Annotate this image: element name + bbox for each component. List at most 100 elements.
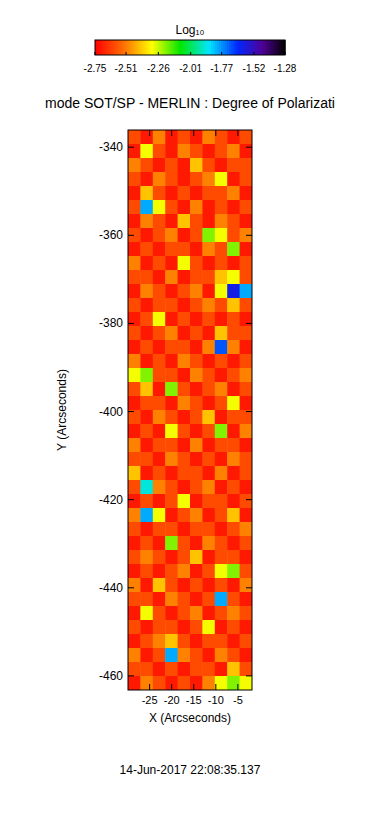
cell	[202, 508, 215, 523]
cell	[215, 410, 228, 425]
cell	[202, 158, 215, 173]
cell	[215, 438, 228, 453]
cell	[165, 606, 178, 621]
cell	[178, 494, 191, 509]
cell	[227, 144, 240, 159]
colorbar	[95, 40, 286, 55]
cell	[140, 144, 153, 159]
cell	[190, 424, 203, 439]
cell	[227, 662, 240, 677]
cell	[178, 242, 191, 257]
cell	[128, 438, 141, 453]
cell	[190, 284, 203, 299]
cell	[215, 508, 228, 523]
cell	[202, 452, 215, 467]
cell	[128, 228, 141, 243]
cell	[202, 536, 215, 551]
cell	[140, 186, 153, 201]
cell	[215, 494, 228, 509]
cell	[165, 452, 178, 467]
cell	[240, 662, 252, 677]
cell	[227, 438, 240, 453]
cell	[128, 256, 141, 271]
cell	[202, 466, 215, 481]
cell	[215, 256, 228, 271]
cell	[240, 536, 252, 551]
cell	[128, 508, 141, 523]
cell	[202, 424, 215, 439]
chart: Log₁₀-2.75-2.51-2.26-2.01-1.77-1.52-1.28…	[0, 0, 380, 816]
cell	[215, 578, 228, 593]
cell	[190, 158, 203, 173]
cell	[227, 452, 240, 467]
cell	[153, 270, 166, 285]
cell	[215, 200, 228, 215]
cell	[140, 648, 153, 663]
cell	[140, 620, 153, 635]
cell	[128, 634, 141, 649]
cell	[227, 340, 240, 355]
cell	[202, 144, 215, 159]
cell	[202, 130, 215, 145]
cell	[227, 676, 240, 690]
cell	[128, 270, 141, 285]
cell	[153, 424, 166, 439]
cell	[153, 382, 166, 397]
cell	[165, 620, 178, 635]
cell	[178, 522, 191, 537]
cell	[202, 354, 215, 369]
cell	[128, 368, 141, 383]
cell	[140, 452, 153, 467]
cell	[140, 564, 153, 579]
cell	[190, 606, 203, 621]
cell	[190, 662, 203, 677]
cell	[227, 130, 240, 145]
cell	[240, 508, 252, 523]
y-tick-label: -360	[99, 228, 123, 242]
cell	[215, 480, 228, 495]
cell	[190, 326, 203, 341]
cell	[128, 354, 141, 369]
cell	[140, 326, 153, 341]
cell	[227, 424, 240, 439]
cell	[215, 144, 228, 159]
x-tick	[149, 130, 150, 136]
cell	[178, 550, 191, 565]
cell	[227, 494, 240, 509]
cell	[178, 228, 191, 243]
cell	[153, 578, 166, 593]
cell	[140, 578, 153, 593]
cell	[178, 326, 191, 341]
cell	[140, 270, 153, 285]
cell	[165, 214, 178, 229]
cell	[128, 522, 141, 537]
x-tick	[171, 684, 172, 690]
cell	[165, 648, 178, 663]
cell	[202, 578, 215, 593]
cell	[202, 648, 215, 663]
cell	[178, 200, 191, 215]
colorbar-tick-label: -2.51	[115, 63, 138, 74]
cell	[227, 564, 240, 579]
cell	[240, 396, 252, 411]
cell	[153, 354, 166, 369]
cell	[240, 648, 252, 663]
cell	[165, 676, 178, 690]
cell	[202, 606, 215, 621]
cell	[178, 648, 191, 663]
cell	[240, 592, 252, 607]
cell	[165, 662, 178, 677]
cell	[178, 130, 191, 145]
cell	[227, 186, 240, 201]
cell	[190, 312, 203, 327]
cell	[178, 172, 191, 187]
cell	[190, 466, 203, 481]
cell	[190, 340, 203, 355]
cell	[190, 368, 203, 383]
cell	[153, 368, 166, 383]
x-axis-label: X (Arcseconds)	[149, 711, 231, 725]
cell	[153, 508, 166, 523]
cell	[128, 312, 141, 327]
cell	[215, 396, 228, 411]
cell	[202, 634, 215, 649]
